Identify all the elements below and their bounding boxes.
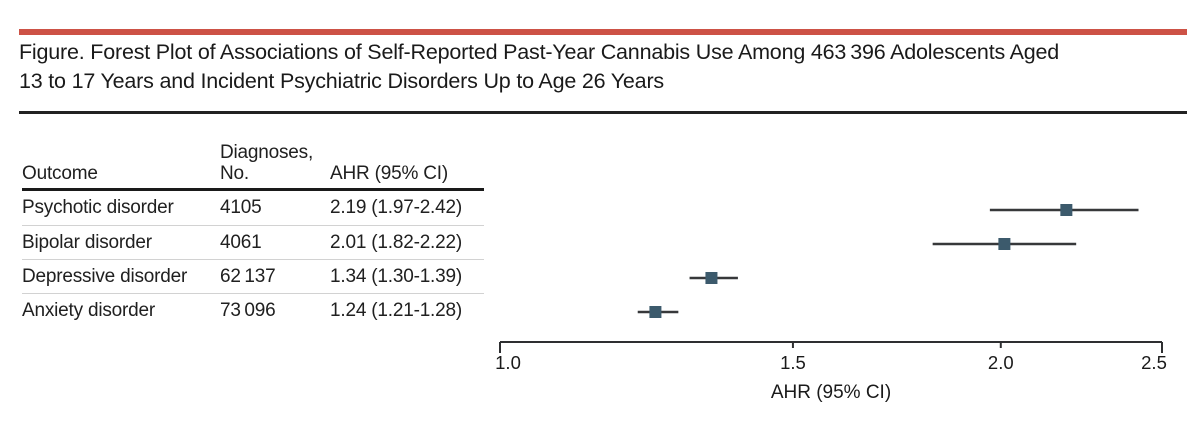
figure-title-line1: Figure. Forest Plot of Associations of S… <box>19 40 1060 64</box>
diagnoses-cell: 4105 <box>220 197 262 218</box>
diagnoses-cell: 73 096 <box>220 299 276 321</box>
ahr-cell: 2.19 (1.97-2.42) <box>330 197 462 218</box>
title-rule <box>19 111 1187 114</box>
point-marker <box>998 238 1011 250</box>
accent-bar <box>19 29 1187 35</box>
ahr-cell: 1.34 (1.30-1.39) <box>330 265 462 287</box>
diagnoses-cell: 4061 <box>220 231 262 253</box>
point-marker <box>649 306 662 318</box>
x-axis-label: AHR (95% CI) <box>771 382 891 403</box>
outcome-cell: Anxiety disorder <box>22 299 156 321</box>
header-diagnoses: Diagnoses, No. <box>220 142 314 184</box>
ahr-cell: 2.01 (1.82-2.22) <box>330 231 462 253</box>
diagnoses-cell: 62 137 <box>220 265 276 287</box>
table-row: Psychotic disorder 4105 2.19 (1.97-2.42) <box>22 191 484 225</box>
outcome-cell: Bipolar disorder <box>22 231 152 253</box>
table-row: Depressive disorder 62 137 1.34 (1.30-1.… <box>22 259 484 293</box>
point-marker <box>1060 204 1073 216</box>
table-body: Psychotic disorder 4105 2.19 (1.97-2.42)… <box>22 191 484 327</box>
table-row: Anxiety disorder 73 096 1.24 (1.21-1.28) <box>22 293 484 327</box>
figure-title-line2: 13 to 17 Years and Incident Psychiatric … <box>19 68 664 93</box>
outcome-cell: Psychotic disorder <box>22 197 174 218</box>
x-tick-label: 1.0 <box>495 352 521 373</box>
outcome-cell: Depressive disorder <box>22 265 188 287</box>
point-marker <box>705 272 718 284</box>
outcomes-table: Outcome Diagnoses, No. AHR (95% CI) Psyc… <box>22 137 484 327</box>
x-tick-label: 2.5 <box>1141 352 1167 373</box>
header-ahr: AHR (95% CI) <box>330 163 448 184</box>
x-tick-label: 2.0 <box>988 352 1014 373</box>
header-outcome: Outcome <box>22 163 98 184</box>
table-header-row: Outcome Diagnoses, No. AHR (95% CI) <box>22 137 484 191</box>
table-row: Bipolar disorder 4061 2.01 (1.82-2.22) <box>22 225 484 259</box>
x-tick-label: 1.5 <box>780 352 806 373</box>
ahr-cell: 1.24 (1.21-1.28) <box>330 299 462 321</box>
figure-title: Figure. Forest Plot of Associations of S… <box>19 38 1187 95</box>
